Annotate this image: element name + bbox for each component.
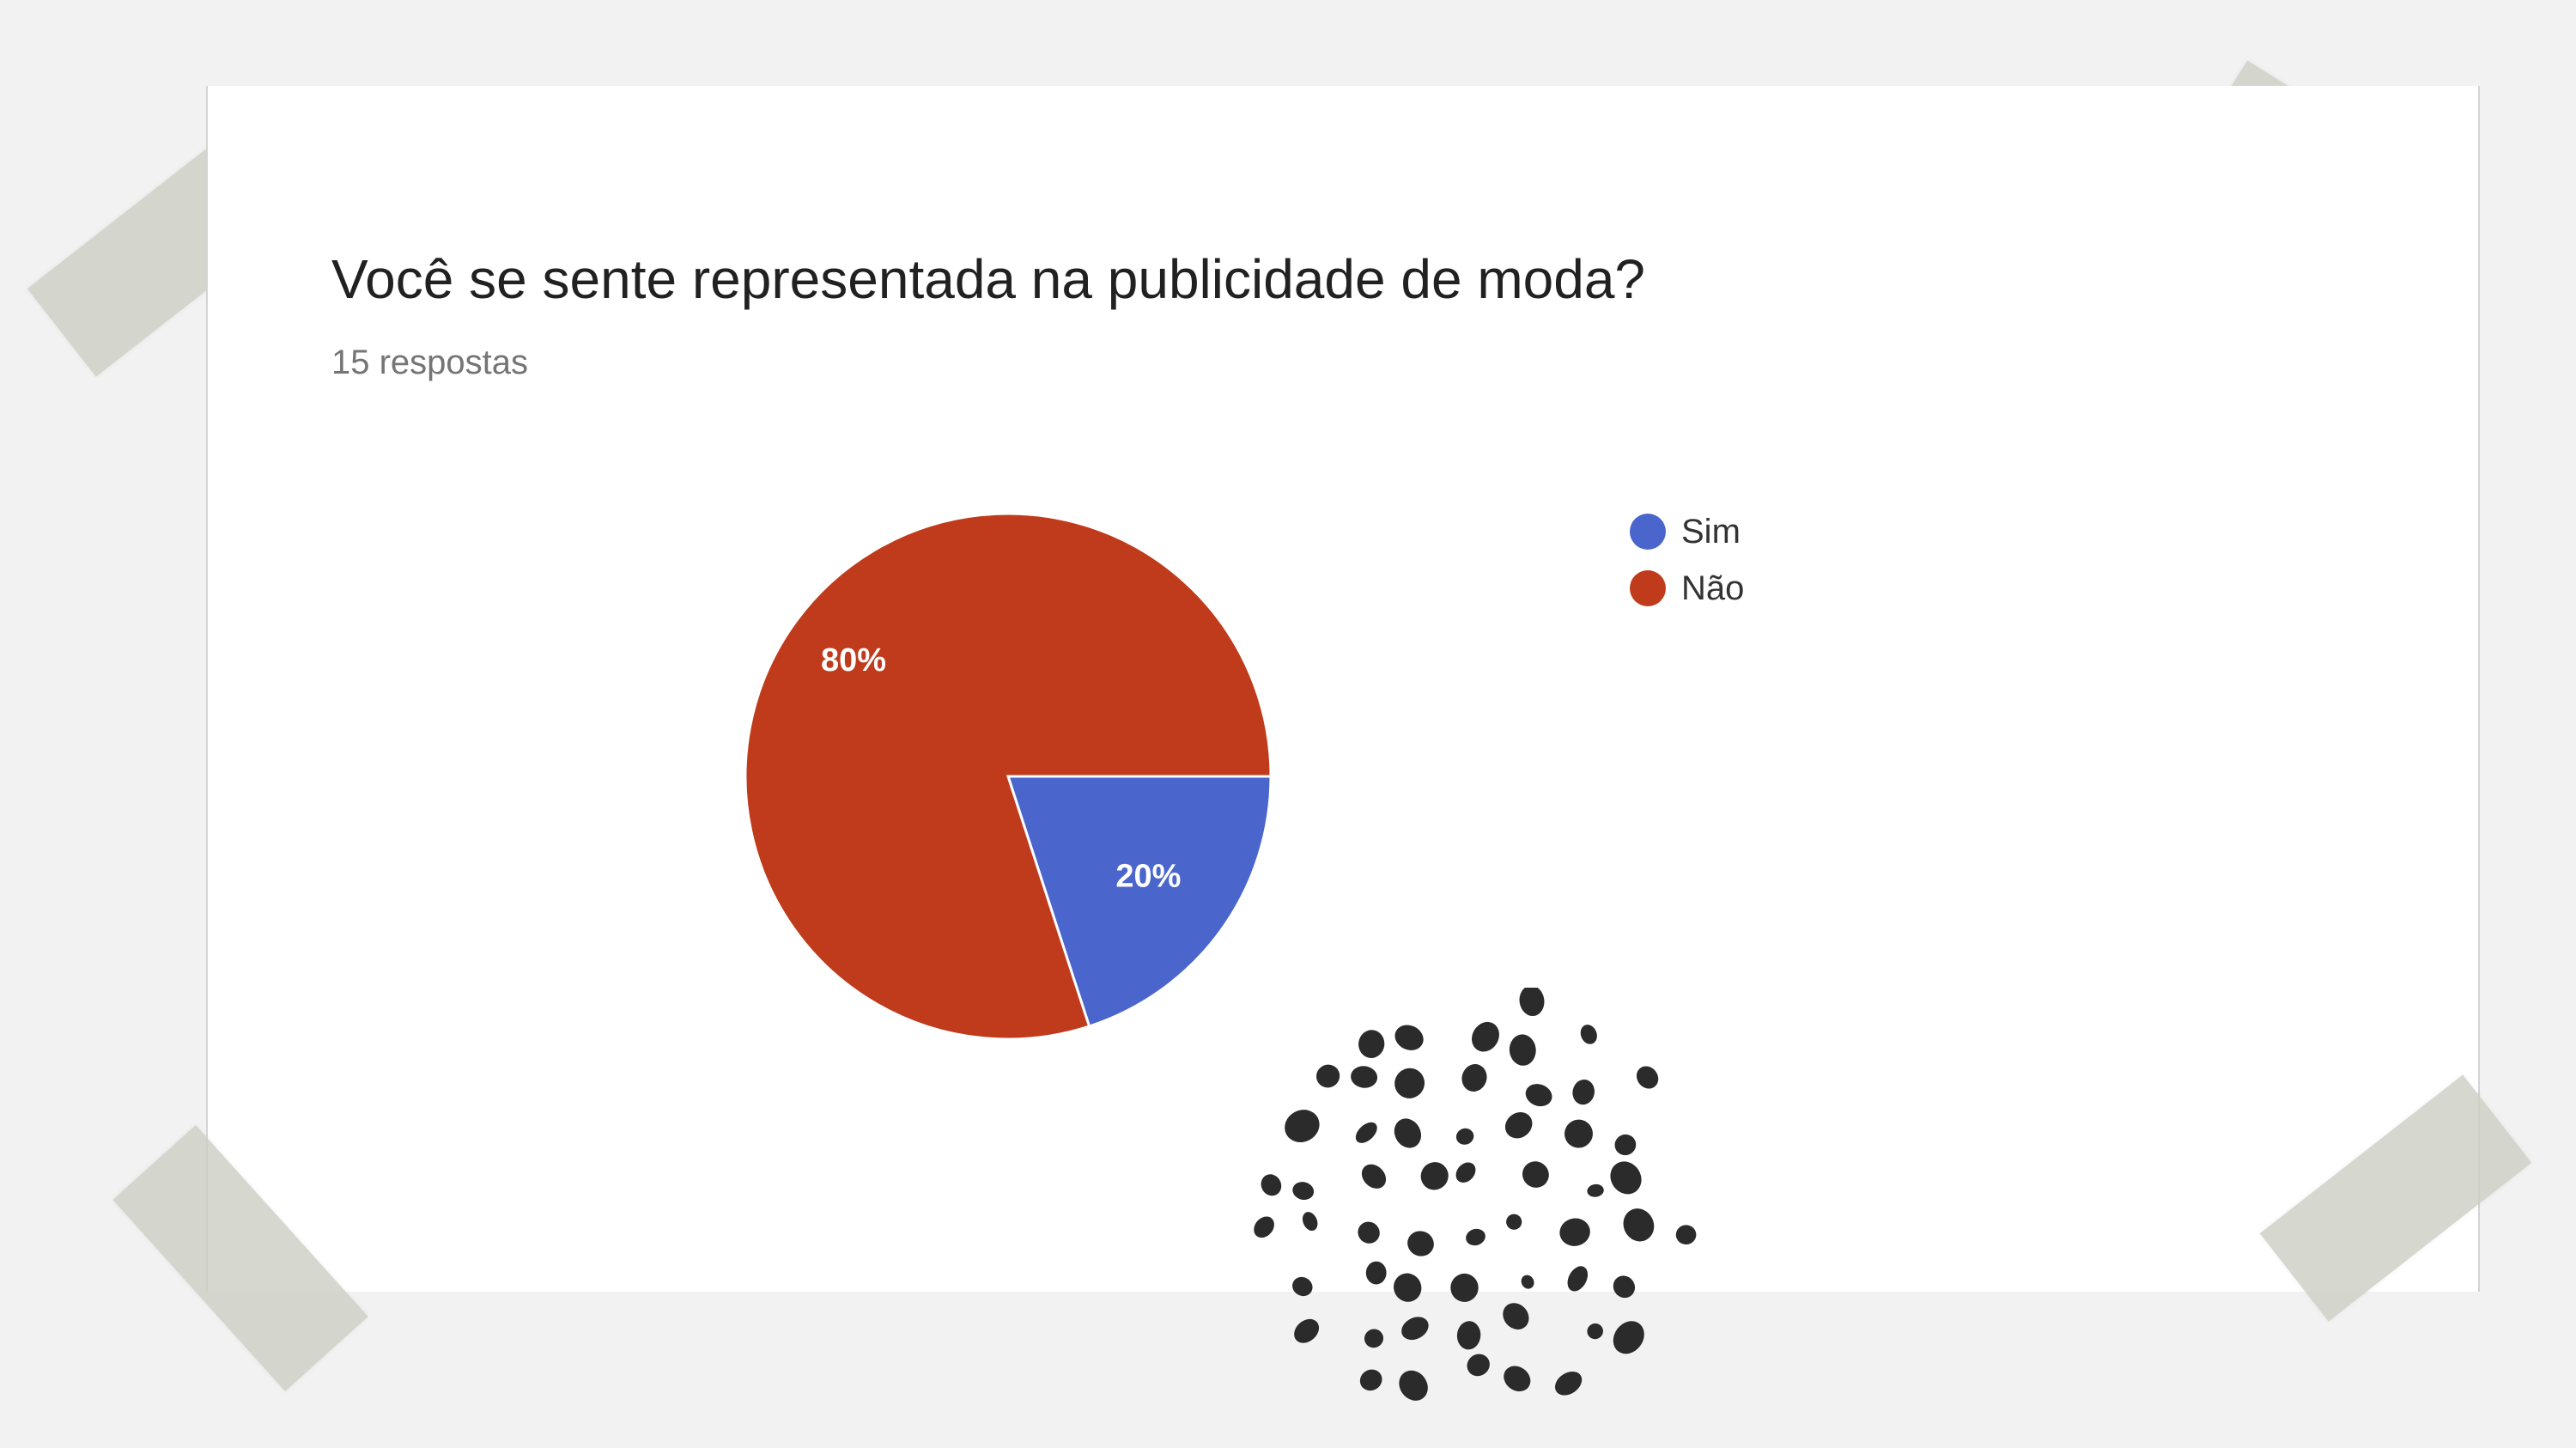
- decorative-dot: [1407, 1231, 1434, 1256]
- decorative-dot: [1522, 1161, 1549, 1188]
- legend-item-nao[interactable]: Não: [1630, 560, 1744, 617]
- decorative-dot: [1567, 1266, 1589, 1292]
- pie-slice-sim[interactable]: [1005, 775, 1273, 1028]
- decorative-dot: [1456, 1321, 1481, 1350]
- decorative-dots: [1254, 988, 1697, 1401]
- decorative-dot: [1292, 1276, 1313, 1297]
- decorative-dot: [1503, 1303, 1529, 1329]
- decorative-dot: [1521, 1275, 1534, 1289]
- decorative-dot: [1450, 1273, 1479, 1302]
- decorative-dot: [1294, 1318, 1320, 1343]
- response-card: Você se sente representada na publicidad…: [206, 86, 2480, 1292]
- decorative-dot: [1467, 1354, 1490, 1377]
- chart-legend: Sim Não: [1630, 503, 1744, 617]
- decorative-dot: [1399, 1370, 1428, 1401]
- decorative-dot: [1504, 1366, 1531, 1392]
- decorative-dot: [1455, 1162, 1476, 1183]
- decorative-dot: [1355, 1122, 1377, 1143]
- legend-swatch-nao: [1630, 570, 1666, 606]
- decorative-dot: [1587, 1183, 1604, 1197]
- decorative-dot: [1572, 1079, 1595, 1105]
- decorative-dot: [1394, 1025, 1424, 1050]
- decorative-dot: [1292, 1182, 1315, 1201]
- decorative-dot: [1613, 1275, 1636, 1299]
- decorative-dot: [1623, 1208, 1655, 1242]
- decorative-dot: [1506, 1214, 1522, 1230]
- decorative-dot: [1420, 1162, 1449, 1190]
- decorative-dot: [1525, 1084, 1552, 1107]
- pie-label-sim: 20%: [1115, 859, 1181, 895]
- decorative-dot: [1455, 1128, 1474, 1145]
- decorative-dot: [1504, 1111, 1533, 1139]
- legend-label-nao: Não: [1681, 569, 1745, 607]
- decorative-dot: [1675, 1225, 1697, 1245]
- decorative-dot: [1261, 1174, 1282, 1196]
- decorative-dot: [1394, 1273, 1422, 1302]
- decorative-dot: [1559, 1218, 1590, 1246]
- decorative-dot: [1466, 1228, 1485, 1246]
- decorative-dot: [1401, 1317, 1429, 1341]
- decorative-dot: [1394, 1118, 1422, 1148]
- decorative-dot: [1554, 1371, 1583, 1396]
- decorative-dot: [1361, 1164, 1387, 1189]
- decorative-dot: [1351, 1066, 1378, 1088]
- legend-label-sim: Sim: [1681, 512, 1741, 551]
- decorative-dot: [1359, 1369, 1382, 1391]
- decorative-dot: [1636, 1066, 1659, 1089]
- decorative-dot: [1364, 1329, 1384, 1348]
- legend-item-sim[interactable]: Sim: [1630, 503, 1744, 560]
- decorative-dot: [1285, 1110, 1320, 1143]
- legend-swatch-sim: [1630, 514, 1666, 550]
- decorative-dot: [1564, 1119, 1593, 1148]
- decorative-dot: [1316, 1064, 1340, 1088]
- decorative-dot: [1472, 1021, 1499, 1052]
- pie-slice-nao[interactable]: [744, 512, 1273, 1041]
- decorative-dot: [1358, 1221, 1380, 1244]
- pie-label-nao: 80%: [821, 642, 886, 678]
- decorative-dot: [1302, 1212, 1318, 1232]
- decorative-dot: [1461, 1064, 1487, 1092]
- decorative-dot: [1358, 1030, 1385, 1058]
- response-count: 15 respostas: [331, 344, 529, 381]
- decorative-dot: [1610, 1161, 1642, 1195]
- decorative-dot: [1613, 1321, 1644, 1354]
- decorative-dot: [1394, 1068, 1425, 1098]
- question-title: Você se sente representada na publicidad…: [331, 248, 1645, 310]
- pie-chart: 20% 80%: [744, 512, 1273, 1041]
- decorative-dot: [1587, 1323, 1603, 1340]
- decorative-dot: [1509, 1034, 1536, 1066]
- decorative-dot: [1254, 1216, 1274, 1238]
- decorative-dot: [1614, 1134, 1637, 1156]
- decorative-dot: [1580, 1025, 1597, 1044]
- decorative-dot: [1365, 1261, 1387, 1285]
- decorative-dot: [1519, 988, 1545, 1017]
